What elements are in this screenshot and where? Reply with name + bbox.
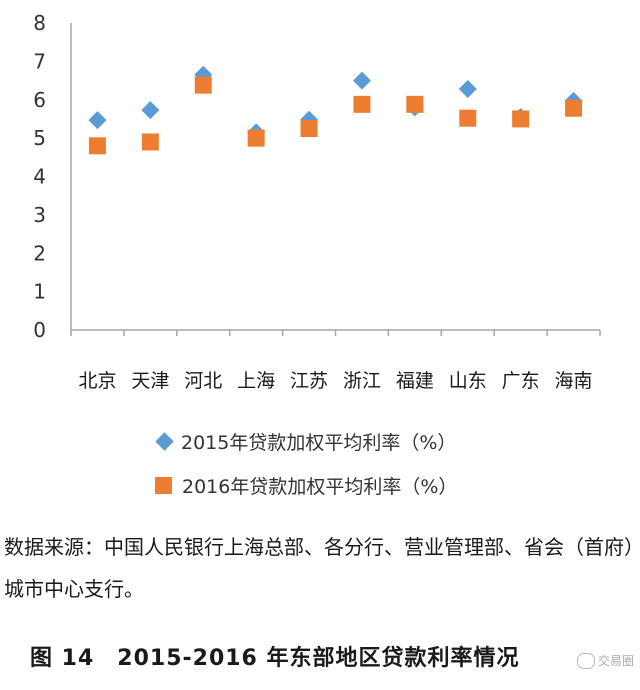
scatter-chart: 0 1 2 3 4 5 6 7 8 北京 天津 河北 上海 江苏 浙江 福建 山东 广东 海南 xyxy=(33,11,601,392)
legend-label-2015: 2015年贷款加权平均利率（%） xyxy=(181,432,457,454)
y-tick-label: 0 xyxy=(33,318,46,342)
x-category-label: 河北 xyxy=(184,370,222,392)
watermark: 交易圈 xyxy=(576,652,634,669)
point-2016 xyxy=(141,133,159,151)
x-category-label: 浙江 xyxy=(343,370,381,392)
legend-label-2016: 2016年贷款加权平均利率（%） xyxy=(182,476,458,498)
y-tick-label: 8 xyxy=(33,11,46,35)
figure-caption: 图 14 2015-2016 年东部地区贷款利率情况 xyxy=(30,646,520,671)
x-category-label: 福建 xyxy=(396,370,434,392)
y-tick-label: 7 xyxy=(33,49,46,73)
data-marks xyxy=(88,65,583,155)
x-category-label: 广东 xyxy=(502,370,540,392)
point-2015 xyxy=(458,80,477,99)
point-2016 xyxy=(247,129,265,147)
point-2016 xyxy=(194,76,212,94)
x-axis-categories: 北京 天津 河北 上海 江苏 浙江 福建 山东 广东 海南 xyxy=(78,370,592,392)
point-2016 xyxy=(406,95,424,113)
point-2015 xyxy=(352,71,371,90)
y-axis-ticks: 0 1 2 3 4 5 6 7 8 xyxy=(33,11,46,342)
point-2016 xyxy=(88,137,106,155)
point-2016 xyxy=(512,110,530,128)
square-marker-icon xyxy=(155,477,172,494)
x-category-label: 江苏 xyxy=(290,370,328,392)
point-2016 xyxy=(353,95,371,113)
watermark-text: 交易圈 xyxy=(597,654,634,668)
x-category-label: 海南 xyxy=(555,370,593,392)
y-tick-label: 3 xyxy=(33,203,46,227)
point-2015 xyxy=(88,111,107,130)
legend-entry-2016: 2016年贷款加权平均利率（%） xyxy=(155,472,457,499)
chart-axes xyxy=(70,23,601,336)
point-2016 xyxy=(565,99,583,117)
x-category-label: 上海 xyxy=(237,370,275,392)
data-source-note: 数据来源：中国人民银行上海总部、各分行、营业管理部、省会（首府）城市中心支行。 xyxy=(4,535,634,601)
y-tick-label: 4 xyxy=(33,165,46,189)
x-category-label: 北京 xyxy=(78,370,116,392)
y-tick-label: 5 xyxy=(33,126,46,150)
point-2016 xyxy=(300,120,318,138)
x-category-label: 天津 xyxy=(131,370,169,392)
point-2016 xyxy=(459,109,477,127)
wechat-icon xyxy=(576,652,595,669)
y-tick-label: 6 xyxy=(33,88,46,112)
legend-entry-2015: 2015年贷款加权平均利率（%） xyxy=(155,428,456,455)
point-2015 xyxy=(141,101,160,120)
y-tick-label: 2 xyxy=(33,241,46,265)
y-tick-label: 1 xyxy=(33,280,46,304)
x-category-label: 山东 xyxy=(449,370,487,392)
diamond-marker-icon xyxy=(155,432,174,451)
